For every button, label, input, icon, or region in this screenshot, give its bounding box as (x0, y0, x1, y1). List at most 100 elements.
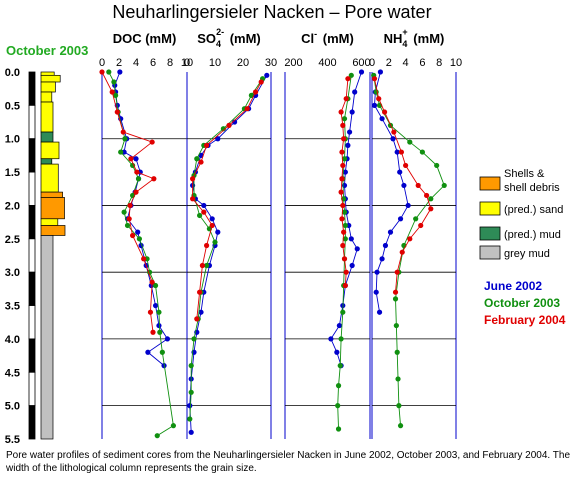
data-point-february (398, 149, 404, 155)
series-line-october (108, 71, 174, 437)
legend-label-sand: (pred.) sand (504, 204, 563, 216)
lithology-layer (40, 163, 59, 193)
data-point-february (133, 189, 139, 195)
data-point-june (198, 309, 204, 315)
data-point-february (342, 282, 348, 289)
series-line-february (192, 81, 262, 319)
data-point-february (340, 202, 346, 209)
depth-tick-label: 1.0 (5, 134, 20, 146)
data-point-october (348, 72, 354, 78)
data-point-october (335, 426, 342, 432)
data-point-october (188, 363, 194, 369)
data-point-october (407, 139, 413, 145)
data-point-june (133, 156, 139, 162)
x-tick-label: 6 (150, 57, 156, 69)
data-point-october (434, 162, 440, 169)
data-point-october (419, 149, 425, 155)
core-label: October 2003 (6, 43, 88, 58)
scale-bar-segment (28, 171, 36, 206)
data-point-february (130, 232, 136, 239)
data-point-june (345, 142, 351, 148)
series-line-february (340, 78, 349, 286)
data-point-june (374, 269, 380, 275)
depth-tick-label: 3.0 (5, 267, 20, 279)
data-point-june (377, 69, 383, 75)
data-point-june (117, 69, 123, 75)
figure-caption: Pore water profiles of sediment cores fr… (6, 450, 571, 474)
scale-bar-segment (28, 405, 36, 440)
x-tick-label: 10 (181, 57, 193, 69)
scale-bar-segment (28, 138, 36, 173)
scale-bar-segment (28, 371, 36, 407)
data-point-october (396, 403, 402, 409)
data-point-february (399, 249, 405, 255)
data-point-june (352, 89, 358, 95)
data-point-october (111, 79, 117, 85)
legend-label-shells: Shells & shell debris (504, 168, 560, 194)
lithology-layer (40, 81, 56, 93)
data-point-october (341, 209, 348, 215)
data-point-february (190, 176, 196, 182)
data-point-february (338, 109, 344, 115)
data-point-june (156, 322, 162, 329)
data-point-june (379, 256, 385, 262)
data-point-february (147, 309, 154, 315)
data-point-october (342, 222, 348, 229)
data-point-october (335, 403, 341, 409)
lithology-layer (40, 235, 54, 440)
series-line-october (337, 75, 352, 430)
data-point-june (164, 336, 171, 342)
data-point-february (403, 162, 409, 169)
data-point-june (379, 116, 385, 122)
scale-bar-segment (28, 238, 36, 273)
legend-series-june: June 2002 (484, 279, 542, 293)
data-point-october (341, 156, 348, 162)
legend-series-february: February 2004 (484, 313, 566, 327)
data-point-february (151, 176, 157, 182)
data-point-june (328, 336, 334, 342)
x-tick-label: 4 (133, 57, 139, 69)
depth-tick-label: 2.0 (5, 200, 20, 212)
lithology-layer (40, 197, 65, 220)
data-point-october (248, 92, 254, 98)
profile-panel: 0 2 4 6 8 10 NH4+ (mM) (369, 27, 462, 439)
lithology-layer (40, 131, 54, 143)
data-point-february (391, 129, 397, 135)
data-point-february (258, 79, 264, 85)
data-point-october (152, 282, 159, 289)
data-point-june (145, 349, 151, 355)
data-point-june (348, 236, 354, 242)
depth-tick-label: 0.0 (5, 67, 20, 79)
data-point-october (194, 156, 200, 162)
data-point-february (199, 262, 205, 269)
x-tick-label: 2 (386, 57, 392, 69)
depth-tick-label: 5.5 (5, 434, 20, 446)
x-tick-label: 8 (436, 57, 442, 69)
scale-bar-segment (28, 271, 36, 306)
data-point-october (106, 69, 112, 75)
data-point-october (197, 212, 203, 219)
lithology-layer (40, 158, 53, 165)
data-point-february (190, 196, 196, 202)
data-point-june (349, 109, 355, 115)
legend-swatch-mud (479, 226, 501, 241)
data-point-february (150, 329, 156, 335)
data-point-february (339, 149, 345, 155)
data-point-february (345, 76, 351, 82)
data-point-june (152, 302, 159, 309)
data-point-february (392, 289, 399, 295)
data-point-february (418, 222, 424, 229)
data-point-june (187, 403, 193, 409)
data-point-february (428, 206, 434, 212)
lithology-column (40, 71, 66, 440)
data-point-june (376, 309, 383, 315)
data-point-october (159, 349, 165, 355)
data-point-february (204, 242, 210, 249)
x-tick-label: 0 (184, 57, 190, 69)
data-point-february (340, 162, 346, 169)
scale-bar-segment (28, 104, 36, 140)
lithology-layer (40, 101, 54, 133)
data-point-october (397, 423, 404, 429)
data-point-february (253, 89, 259, 95)
data-point-february (141, 256, 147, 262)
